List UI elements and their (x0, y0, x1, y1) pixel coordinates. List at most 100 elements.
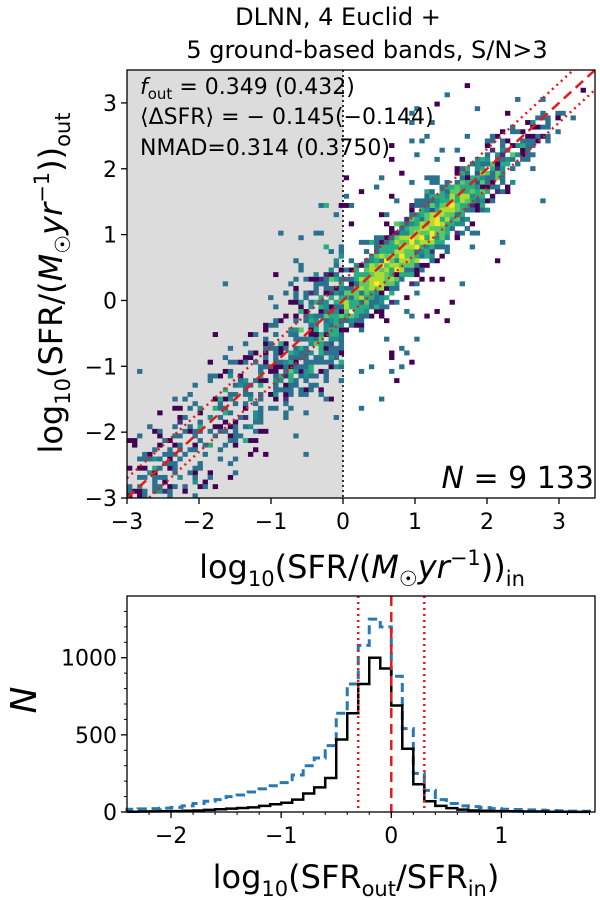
density-cell (328, 295, 334, 301)
density-cell (338, 350, 345, 356)
density-cell (227, 438, 234, 443)
density-cell (132, 442, 138, 448)
density-cell (323, 359, 329, 365)
density-cell (373, 262, 380, 268)
y-tick-label: −1 (85, 355, 117, 380)
density-cell (348, 304, 355, 310)
density-cell (268, 405, 274, 411)
density-cell (137, 465, 143, 471)
density-cell (202, 442, 208, 448)
density-cell (469, 221, 476, 227)
density-cell (404, 253, 410, 259)
x-tick-label: −1 (255, 510, 287, 535)
density-cell (318, 309, 324, 314)
density-cell (358, 368, 365, 374)
density-cell (293, 332, 299, 337)
density-cell (152, 474, 158, 480)
density-cell (338, 253, 345, 259)
density-cell (389, 156, 395, 162)
density-cell (419, 207, 425, 213)
density-cell (192, 474, 198, 480)
density-cell (464, 216, 471, 222)
density-cell (222, 442, 229, 448)
density-cell (142, 456, 148, 462)
density-cell (162, 488, 168, 494)
density-cell (298, 262, 304, 268)
density-cell (489, 147, 496, 153)
density-cell (379, 175, 385, 181)
density-cell (348, 313, 355, 319)
density-cell (303, 378, 309, 384)
density-cell (293, 299, 299, 305)
density-cell (389, 143, 395, 148)
density-cell (454, 198, 460, 204)
density-cell (242, 391, 249, 397)
n-annotation: N = 9 133 (441, 461, 594, 496)
density-cell (283, 391, 289, 397)
density-cell (373, 239, 380, 245)
density-cell (278, 341, 284, 347)
density-cell (217, 396, 224, 402)
density-cell (464, 170, 471, 176)
density-cell (525, 133, 531, 139)
density-cell (373, 258, 380, 264)
density-cell (298, 350, 304, 356)
density-cell (389, 350, 395, 356)
density-cell (323, 341, 329, 347)
density-cell (363, 239, 370, 245)
density-cell (313, 336, 319, 342)
density-cell (263, 364, 269, 370)
fout-annotation: fout = 0.349 (0.432) (140, 75, 355, 103)
density-cell (434, 175, 440, 181)
x-tick-label: −1 (265, 824, 297, 849)
density-cell (444, 193, 450, 199)
density-cell (338, 276, 345, 282)
density-cell (464, 184, 471, 190)
density-cell (394, 272, 400, 278)
density-cell (464, 189, 471, 195)
density-cell (182, 488, 188, 494)
density-cell (409, 267, 415, 273)
density-cell (414, 226, 420, 231)
density-cell (409, 253, 415, 259)
density-cell (227, 410, 234, 416)
density-cell (424, 193, 430, 199)
density-cell (328, 272, 334, 278)
density-cell (525, 156, 531, 162)
density-cell (323, 272, 329, 278)
nmad-annotation: NMAD=0.314 (0.3750) (140, 136, 390, 161)
density-cell (338, 285, 345, 291)
density-cell (323, 244, 329, 250)
density-cell (409, 207, 415, 213)
density-cell (499, 166, 506, 172)
density-cell (429, 193, 435, 199)
density-cell (379, 258, 385, 264)
density-cell (293, 295, 299, 301)
density-cell (469, 244, 476, 250)
density-cell (303, 295, 309, 301)
density-cell (489, 179, 496, 185)
density-cell (474, 170, 481, 176)
density-cell (368, 267, 375, 273)
density-cell (343, 276, 350, 282)
density-cell (444, 212, 450, 218)
density-cell (404, 235, 410, 241)
density-cell (429, 198, 435, 204)
density-cell (358, 313, 365, 319)
density-cell (510, 124, 516, 130)
density-cell (389, 262, 395, 268)
scatter-ticks: −3 −2 −1 0 1 2 3 −3 −2 −1 0 1 2 3 (85, 92, 566, 535)
mean-dsfr-annotation: ⟨ΔSFR⟩ = − 0.145(−0.144) (140, 105, 434, 130)
density-cell (479, 198, 486, 204)
density-cell (454, 179, 460, 185)
density-cell (217, 401, 224, 407)
density-cell (419, 249, 425, 255)
density-cell (464, 226, 471, 231)
density-cell (489, 166, 496, 172)
density-cell (232, 424, 239, 430)
density-cell (298, 304, 304, 310)
density-cell (373, 295, 380, 301)
density-cell (389, 193, 395, 199)
density-cell (172, 470, 178, 476)
density-cell (152, 488, 158, 494)
